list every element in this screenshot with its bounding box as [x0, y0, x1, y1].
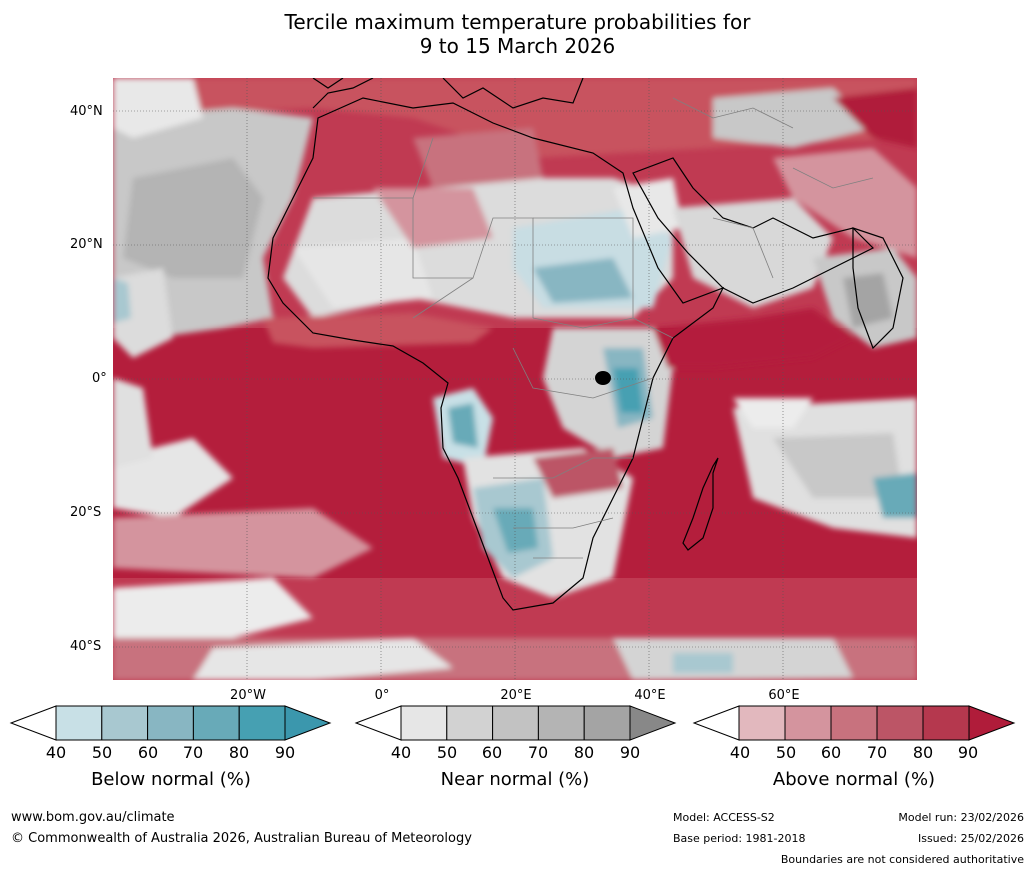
tick-above-80: 80: [912, 743, 934, 762]
tick-above-90: 90: [957, 743, 979, 762]
colorbar-above-segment-3: [830, 705, 878, 741]
tick-above-60: 60: [820, 743, 842, 762]
colorbar-below-segment-3: [147, 705, 194, 741]
colorbar-below-segment-4: [192, 705, 240, 741]
lon-label-20w: 20°W: [230, 688, 266, 703]
lakes: [595, 371, 611, 385]
footer-issued: Issued: 25/02/2026: [917, 832, 1024, 845]
lat-label-40n: 40°N: [70, 104, 103, 119]
colorbar-above-segment-2: [784, 705, 832, 741]
colorbar-below-right-extension: [284, 705, 332, 741]
tick-above-70: 70: [866, 743, 888, 762]
footer-copyright: © Commonwealth of Australia 2026, Austra…: [11, 831, 472, 846]
colorbar-below-segment-2: [101, 705, 149, 741]
tick-below-40: 40: [45, 743, 67, 762]
tick-near-50: 50: [436, 743, 458, 762]
lat-label-0: 0°: [92, 371, 107, 386]
colorbar-below: [9, 705, 332, 741]
lon-label-20e: 20°E: [500, 688, 532, 703]
colorbar-near-right-extension: [629, 705, 677, 741]
lat-label-40s: 40°S: [70, 639, 102, 654]
tick-below-50: 50: [91, 743, 113, 762]
gridlines: [113, 78, 917, 680]
lat-label-20s: 20°S: [70, 505, 102, 520]
probability-shading: [113, 78, 917, 680]
lat-label-20n: 20°N: [70, 237, 103, 252]
colorbar-near-segment-4: [537, 705, 585, 741]
tick-below-60: 60: [137, 743, 159, 762]
tick-above-40: 40: [729, 743, 751, 762]
colorbar-above-left-extension: [692, 705, 740, 741]
colorbar-above-segment-4: [876, 705, 924, 741]
colorbar-above: [692, 705, 1016, 741]
colorbar-near-segment-5: [583, 705, 631, 741]
colorbar-near-segment-2: [446, 705, 494, 741]
tick-below-70: 70: [182, 743, 204, 762]
colorbar-below-title: Below normal (%): [91, 769, 251, 790]
lon-label-0: 0°: [374, 688, 390, 703]
tick-near-80: 80: [573, 743, 595, 762]
colorbar-below-segment-1: [55, 705, 103, 741]
colorbar-near-left-extension: [354, 705, 402, 741]
colorbar-near-segment-3: [492, 705, 539, 741]
footer-base-period: Base period: 1981-2018: [673, 832, 806, 845]
tick-above-50: 50: [775, 743, 797, 762]
colorbar-below-left-extension: [9, 705, 57, 741]
tick-near-60: 60: [481, 743, 503, 762]
tick-near-70: 70: [527, 743, 549, 762]
map-svg: [113, 78, 917, 680]
lon-label-60e: 60°E: [768, 688, 800, 703]
forecast-map: [113, 78, 917, 680]
footer-model-run: Model run: 23/02/2026: [898, 811, 1024, 824]
colorbar-above-segment-1: [738, 705, 786, 741]
title-line-2: 9 to 15 March 2026: [419, 34, 616, 58]
title-line-1: Tercile maximum temperature probabilitie…: [284, 10, 751, 34]
colorbar-above-right-extension: [968, 705, 1016, 741]
footer-disclaimer: Boundaries are not considered authoritat…: [780, 853, 1024, 866]
colorbar-near: [354, 705, 677, 741]
colorbar-near-title: Near normal (%): [440, 769, 590, 790]
country-borders: [313, 97, 874, 559]
colorbar-above-segment-5: [922, 705, 970, 741]
coastlines: [267, 78, 904, 611]
colorbar-near-segment-1: [400, 705, 448, 741]
footer-url[interactable]: www.bom.gov.au/climate: [11, 810, 175, 825]
tick-near-40: 40: [390, 743, 412, 762]
tick-near-90: 90: [619, 743, 641, 762]
colorbar-svg: [9, 705, 1016, 741]
colorbar-above-title: Above normal (%): [772, 769, 936, 790]
colorbar-below-segment-5: [238, 705, 286, 741]
tick-below-80: 80: [228, 743, 250, 762]
tick-below-90: 90: [274, 743, 296, 762]
footer-model: Model: ACCESS-S2: [673, 811, 775, 824]
lon-label-40e: 40°E: [634, 688, 666, 703]
